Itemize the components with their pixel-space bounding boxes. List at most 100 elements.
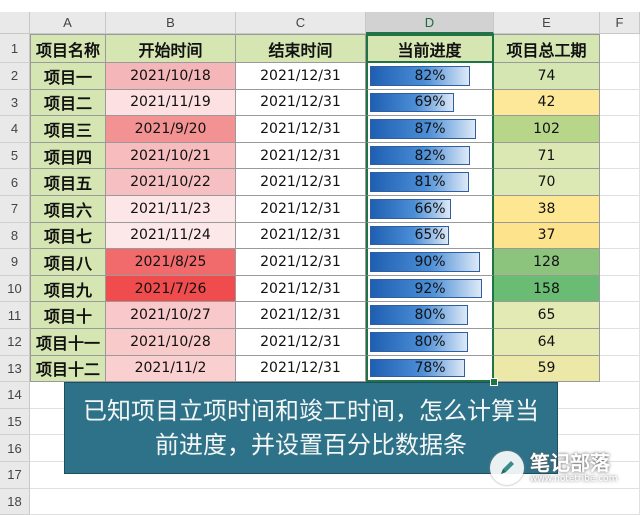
column-header-a[interactable]: A: [30, 12, 106, 34]
row-header-10[interactable]: 10: [0, 275, 30, 303]
start-date-cell[interactable]: 2021/11/23: [106, 196, 236, 223]
row-header-13[interactable]: 13: [0, 355, 30, 383]
row-header-12[interactable]: 12: [0, 329, 30, 356]
project-name-cell[interactable]: 项目八: [30, 249, 106, 276]
column-header-e[interactable]: E: [494, 12, 600, 34]
project-name-cell[interactable]: 项目四: [30, 142, 106, 170]
end-date-cell[interactable]: 2021/12/31: [236, 89, 366, 117]
progress-value: 66%: [414, 200, 446, 217]
end-date-cell[interactable]: 2021/12/31: [236, 275, 366, 303]
progress-cell[interactable]: 82%: [366, 142, 494, 170]
progress-cell[interactable]: 80%: [366, 302, 494, 329]
progress-cell[interactable]: 82%: [366, 63, 494, 90]
end-date-cell[interactable]: 2021/12/31: [236, 63, 366, 90]
duration-cell[interactable]: 74: [494, 63, 600, 90]
start-date-cell[interactable]: 2021/11/24: [106, 222, 236, 250]
spreadsheet: A B C D E F 1 2 3 4 5 6 7 8 9 10 11 12 13 14 15 16 17 18 项目名称 开始时…: [0, 12, 640, 515]
row-header-17[interactable]: 17: [0, 462, 30, 489]
row-header-6[interactable]: 6: [0, 169, 30, 196]
duration-cell[interactable]: 65: [494, 302, 600, 329]
end-date-cell[interactable]: 2021/12/31: [236, 329, 366, 356]
duration-cell[interactable]: 71: [494, 142, 600, 170]
row-header-9[interactable]: 9: [0, 249, 30, 276]
end-date-cell[interactable]: 2021/12/31: [236, 222, 366, 250]
end-date-cell[interactable]: 2021/12/31: [236, 169, 366, 196]
row-header-1[interactable]: 1: [0, 34, 30, 63]
progress-cell[interactable]: 69%: [366, 89, 494, 117]
row-header-8[interactable]: 8: [0, 222, 30, 250]
header-cell-1[interactable]: 项目名称: [30, 34, 106, 63]
column-header-d[interactable]: D: [366, 12, 494, 34]
progress-cell[interactable]: 65%: [366, 222, 494, 250]
duration-cell[interactable]: 59: [494, 355, 600, 383]
start-date-cell[interactable]: 2021/11/2: [106, 355, 236, 383]
select-all-corner[interactable]: [0, 12, 30, 34]
progress-bar: [370, 145, 470, 166]
start-date-cell[interactable]: 2021/8/25: [106, 249, 236, 276]
project-name-cell[interactable]: 项目三: [30, 116, 106, 143]
project-name-cell[interactable]: 项目十二: [30, 355, 106, 383]
end-date-cell[interactable]: 2021/12/31: [236, 249, 366, 276]
duration-cell[interactable]: 37: [494, 222, 600, 250]
progress-bar: [370, 119, 476, 139]
header-cell-5[interactable]: 项目总工期: [494, 34, 600, 63]
project-name-cell[interactable]: 项目一: [30, 63, 106, 90]
fill-handle[interactable]: [490, 378, 498, 387]
header-cell-4[interactable]: 当前进度: [366, 34, 494, 63]
start-date-cell[interactable]: 2021/10/22: [106, 169, 236, 196]
start-date-cell[interactable]: 2021/9/20: [106, 116, 236, 143]
header-cell-3[interactable]: 结束时间: [236, 34, 366, 63]
duration-cell[interactable]: 158: [494, 275, 600, 303]
header-cell-2[interactable]: 开始时间: [106, 34, 236, 63]
project-name-cell[interactable]: 项目九: [30, 275, 106, 303]
progress-cell[interactable]: 90%: [366, 249, 494, 276]
duration-cell[interactable]: 38: [494, 196, 600, 223]
project-name-cell[interactable]: 项目十一: [30, 329, 106, 356]
duration-cell[interactable]: 128: [494, 249, 600, 276]
end-date-cell[interactable]: 2021/12/31: [236, 355, 366, 383]
end-date-cell[interactable]: 2021/12/31: [236, 116, 366, 143]
duration-cell[interactable]: 102: [494, 116, 600, 143]
row-header-5[interactable]: 5: [0, 142, 30, 170]
project-name-cell[interactable]: 项目十: [30, 302, 106, 329]
progress-cell[interactable]: 80%: [366, 329, 494, 356]
progress-cell[interactable]: 66%: [366, 196, 494, 223]
end-date-cell[interactable]: 2021/12/31: [236, 142, 366, 170]
progress-value: 82%: [414, 147, 446, 164]
project-name-cell[interactable]: 项目二: [30, 89, 106, 117]
column-header-f[interactable]: F: [600, 12, 640, 34]
progress-value: 78%: [414, 359, 446, 376]
progress-cell[interactable]: 78%: [366, 355, 494, 383]
progress-value: 69%: [414, 94, 446, 111]
project-name-cell[interactable]: 项目六: [30, 196, 106, 223]
progress-bar: [370, 172, 469, 192]
project-name-cell[interactable]: 项目五: [30, 169, 106, 196]
start-date-cell[interactable]: 2021/7/26: [106, 275, 236, 303]
end-date-cell[interactable]: 2021/12/31: [236, 302, 366, 329]
progress-cell[interactable]: 81%: [366, 169, 494, 196]
row-header-11[interactable]: 11: [0, 302, 30, 329]
row-header-18[interactable]: 18: [0, 488, 30, 515]
duration-cell[interactable]: 64: [494, 329, 600, 356]
duration-cell[interactable]: 42: [494, 89, 600, 117]
start-date-cell[interactable]: 2021/10/28: [106, 329, 236, 356]
row-header-3[interactable]: 3: [0, 89, 30, 117]
row-header-4[interactable]: 4: [0, 116, 30, 143]
progress-cell[interactable]: 92%: [366, 275, 494, 303]
start-date-cell[interactable]: 2021/10/18: [106, 63, 236, 90]
start-date-cell[interactable]: 2021/11/19: [106, 89, 236, 117]
progress-bar: [370, 358, 465, 378]
start-date-cell[interactable]: 2021/10/27: [106, 302, 236, 329]
row-header-16[interactable]: 16: [0, 435, 30, 462]
row-header-2[interactable]: 2: [0, 63, 30, 90]
start-date-cell[interactable]: 2021/10/21: [106, 142, 236, 170]
progress-cell[interactable]: 87%: [366, 116, 494, 143]
end-date-cell[interactable]: 2021/12/31: [236, 196, 366, 223]
column-header-c[interactable]: C: [236, 12, 366, 34]
row-header-15[interactable]: 15: [0, 408, 30, 436]
column-header-b[interactable]: B: [106, 12, 236, 34]
row-header-7[interactable]: 7: [0, 196, 30, 223]
project-name-cell[interactable]: 项目七: [30, 222, 106, 250]
duration-cell[interactable]: 70: [494, 169, 600, 196]
row-header-14[interactable]: 14: [0, 382, 30, 409]
